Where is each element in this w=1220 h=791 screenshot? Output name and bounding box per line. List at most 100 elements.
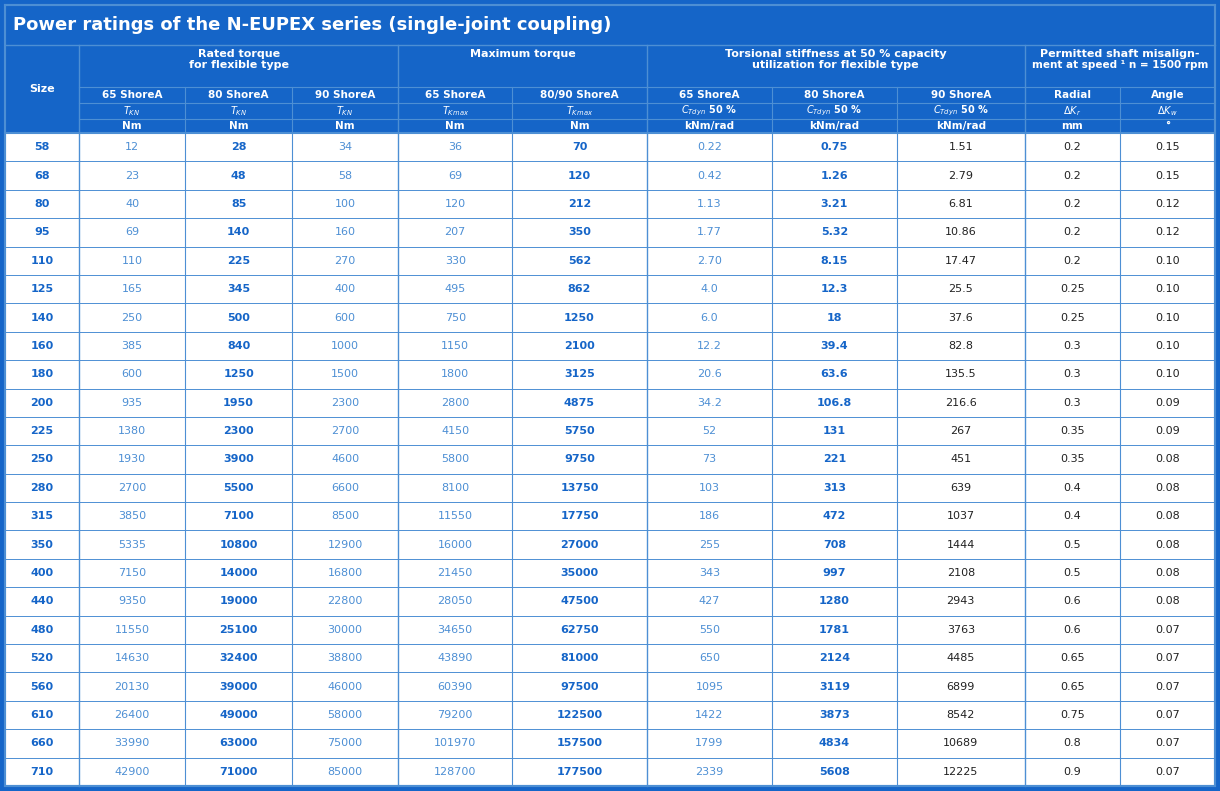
Text: 660: 660	[30, 739, 54, 748]
Text: 255: 255	[699, 539, 720, 550]
Text: 65 ShoreA: 65 ShoreA	[680, 90, 739, 100]
Text: 0.9: 0.9	[1064, 766, 1081, 777]
Text: 207: 207	[444, 227, 466, 237]
Text: 1280: 1280	[819, 596, 850, 607]
Bar	[5, 303, 1215, 331]
Text: 0.75: 0.75	[821, 142, 848, 152]
Text: 79200: 79200	[438, 710, 473, 720]
Text: 4875: 4875	[564, 398, 595, 407]
Bar	[5, 161, 1215, 190]
Text: 0.09: 0.09	[1155, 426, 1180, 436]
Text: 20.6: 20.6	[697, 369, 722, 380]
Text: 26400: 26400	[115, 710, 150, 720]
Text: 0.4: 0.4	[1064, 511, 1081, 521]
Text: 12900: 12900	[327, 539, 362, 550]
Text: 0.65: 0.65	[1060, 682, 1085, 691]
Text: 1500: 1500	[331, 369, 359, 380]
Text: Torsional stiffness at 50 % capacity: Torsional stiffness at 50 % capacity	[725, 49, 947, 59]
Text: 75000: 75000	[328, 739, 362, 748]
Text: 128700: 128700	[434, 766, 476, 777]
Text: 0.08: 0.08	[1155, 596, 1180, 607]
Text: 2124: 2124	[819, 653, 850, 663]
Text: 495: 495	[444, 284, 466, 294]
Bar	[5, 672, 1215, 701]
Text: 23: 23	[124, 171, 139, 180]
Text: 4150: 4150	[442, 426, 470, 436]
Bar	[5, 360, 1215, 388]
Text: 80 ShoreA: 80 ShoreA	[209, 90, 268, 100]
Text: 840: 840	[227, 341, 250, 351]
Text: 131: 131	[822, 426, 845, 436]
Text: 0.10: 0.10	[1155, 341, 1180, 351]
Text: 267: 267	[950, 426, 971, 436]
Bar	[5, 474, 1215, 502]
Text: 122500: 122500	[556, 710, 603, 720]
Bar	[5, 133, 1215, 161]
Text: 90 ShoreA: 90 ShoreA	[315, 90, 376, 100]
Text: Nm: Nm	[445, 121, 465, 131]
Text: 2700: 2700	[118, 483, 146, 493]
Text: 2339: 2339	[695, 766, 723, 777]
Text: 43890: 43890	[438, 653, 473, 663]
Text: 0.12: 0.12	[1155, 227, 1180, 237]
Text: 3873: 3873	[819, 710, 850, 720]
Text: 34650: 34650	[438, 625, 473, 635]
Bar	[5, 531, 1215, 559]
Text: 25100: 25100	[220, 625, 257, 635]
Text: 0.6: 0.6	[1064, 596, 1081, 607]
Text: 11550: 11550	[115, 625, 150, 635]
Text: 3763: 3763	[947, 625, 975, 635]
Text: 400: 400	[30, 568, 54, 578]
Bar	[5, 587, 1215, 615]
Text: 80 ShoreA: 80 ShoreA	[804, 90, 865, 100]
Text: 560: 560	[30, 682, 54, 691]
Text: 103: 103	[699, 483, 720, 493]
Text: 350: 350	[569, 227, 590, 237]
Text: 1.51: 1.51	[948, 142, 974, 152]
Text: 0.09: 0.09	[1155, 398, 1180, 407]
Text: 3850: 3850	[118, 511, 146, 521]
Text: 10800: 10800	[220, 539, 257, 550]
Bar	[5, 559, 1215, 587]
Text: kNm/rad: kNm/rad	[936, 121, 986, 131]
Text: 47500: 47500	[560, 596, 599, 607]
Text: 17.47: 17.47	[944, 255, 977, 266]
Bar	[5, 247, 1215, 275]
Text: 0.5: 0.5	[1064, 568, 1081, 578]
Text: Radial: Radial	[1054, 90, 1091, 100]
Bar	[5, 445, 1215, 474]
Text: 63000: 63000	[220, 739, 257, 748]
Text: 6600: 6600	[331, 483, 359, 493]
Text: 0.5: 0.5	[1064, 539, 1081, 550]
Text: 2300: 2300	[331, 398, 359, 407]
Bar	[5, 190, 1215, 218]
Text: 160: 160	[30, 341, 54, 351]
Text: 0.07: 0.07	[1155, 739, 1180, 748]
Text: 16000: 16000	[438, 539, 472, 550]
Text: 0.6: 0.6	[1064, 625, 1081, 635]
Bar	[5, 758, 1215, 786]
Text: 8542: 8542	[947, 710, 975, 720]
Text: 1.77: 1.77	[697, 227, 722, 237]
Text: 1444: 1444	[947, 539, 975, 550]
Text: 69: 69	[448, 171, 462, 180]
Text: 0.08: 0.08	[1155, 455, 1180, 464]
Text: 0.07: 0.07	[1155, 766, 1180, 777]
Text: 27000: 27000	[560, 539, 599, 550]
Text: 221: 221	[822, 455, 845, 464]
Text: 100: 100	[334, 199, 356, 209]
Text: 21450: 21450	[438, 568, 473, 578]
Text: 81000: 81000	[560, 653, 599, 663]
Text: 32400: 32400	[220, 653, 257, 663]
Text: 0.25: 0.25	[1060, 284, 1085, 294]
Bar	[5, 644, 1215, 672]
Text: 639: 639	[950, 483, 971, 493]
Text: 106.8: 106.8	[816, 398, 852, 407]
Text: 610: 610	[30, 710, 54, 720]
Text: 345: 345	[227, 284, 250, 294]
Text: 313: 313	[822, 483, 845, 493]
Text: 216.6: 216.6	[946, 398, 977, 407]
Text: 110: 110	[122, 255, 143, 266]
Text: 0.42: 0.42	[697, 171, 722, 180]
Text: 6.81: 6.81	[948, 199, 974, 209]
